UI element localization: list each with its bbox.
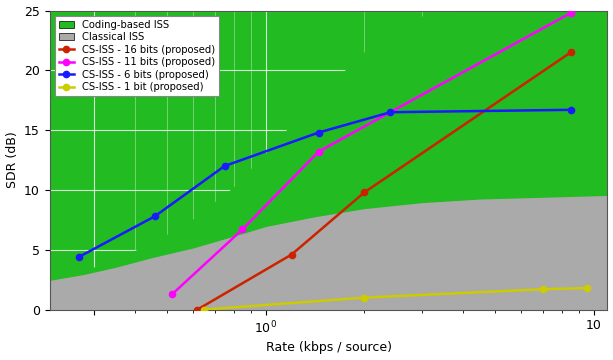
X-axis label: Rate (kbps / source): Rate (kbps / source) [265, 341, 392, 355]
Y-axis label: SDR (dB): SDR (dB) [6, 132, 18, 188]
Legend: Coding-based ISS, Classical ISS, CS-ISS - 16 bits (proposed), CS-ISS - 11 bits (: Coding-based ISS, Classical ISS, CS-ISS … [55, 15, 219, 96]
